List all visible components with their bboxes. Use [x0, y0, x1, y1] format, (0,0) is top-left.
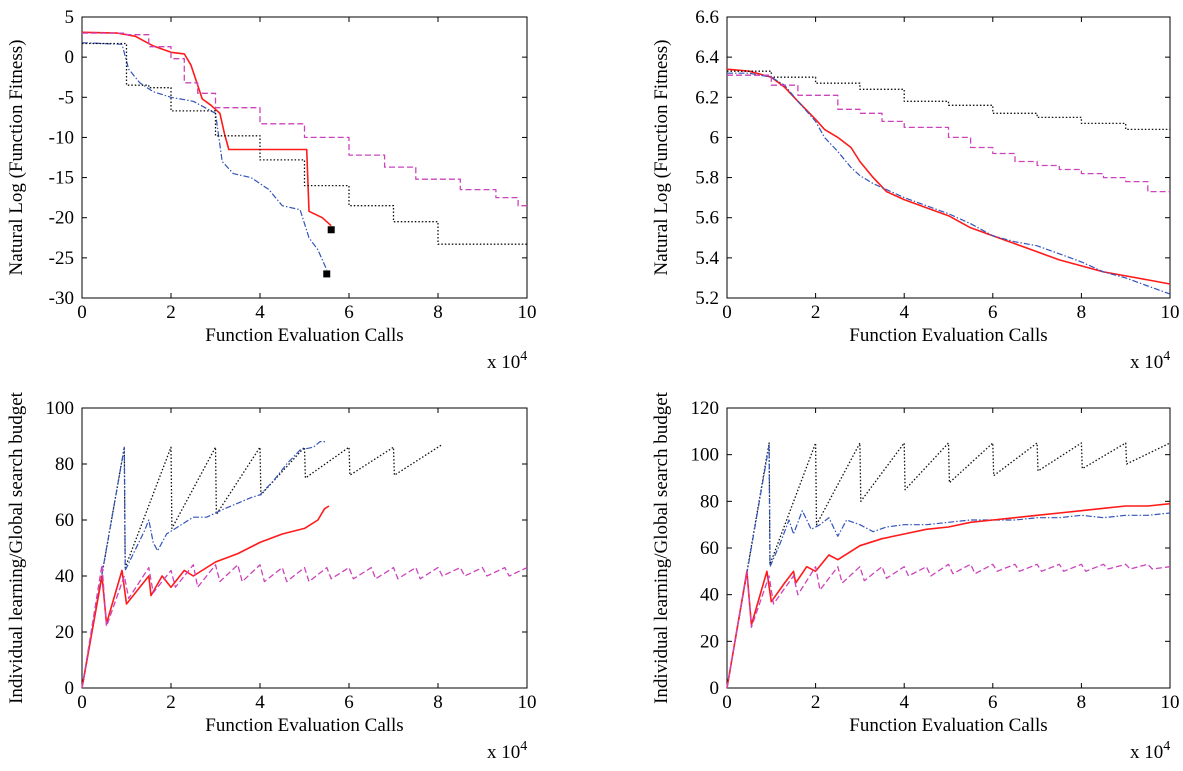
y-tick-label: 40	[700, 585, 719, 606]
x-axis-label: Function Evaluation Calls	[205, 325, 403, 346]
y-tick-label: 60	[700, 538, 719, 559]
x-multiplier-exponent: 4	[1163, 349, 1170, 364]
x-tick-label: 8	[1077, 302, 1087, 323]
x-tick-label: 2	[166, 302, 176, 323]
series-line-1	[81, 443, 443, 689]
x-tick-label: 6	[344, 692, 354, 713]
x-tick-label: 10	[1161, 692, 1180, 713]
x-tick-label: 8	[433, 302, 443, 323]
y-axis-label: Natural Log (Function Fitness)	[651, 40, 672, 276]
series-line-1	[726, 442, 1171, 689]
x-multiplier-base: x 10	[487, 352, 520, 373]
x-multiplier: x 104	[1130, 739, 1170, 763]
y-tick-label: 20	[55, 622, 74, 643]
plot-frame	[81, 16, 528, 299]
series-line-1	[81, 31, 332, 227]
chart-2: 0 2 4 6 8 10 5.2 5.4 5.6 5.8 6 6.2 6.4 6.6 Function Ev…	[651, 7, 1180, 373]
plot-frame	[726, 16, 1171, 299]
y-tick-label: 5.2	[695, 288, 719, 309]
y-tick-label: 40	[55, 566, 74, 587]
x-tick-label: 10	[518, 692, 537, 713]
series-line-4	[82, 32, 527, 207]
y-tick-label: 0	[65, 47, 75, 68]
y-axis-label: Individual learning/Global search budget	[651, 391, 672, 704]
y-tick-label: -15	[49, 168, 74, 189]
x-tick-label: 10	[1161, 302, 1180, 323]
x-tick-label: 2	[811, 692, 821, 713]
x-multiplier: x 104	[1130, 349, 1170, 373]
x-tick-label: 10	[518, 302, 537, 323]
series-line-4	[727, 74, 1170, 193]
series-line-4	[81, 564, 528, 689]
y-tick-label: 6.4	[695, 47, 719, 68]
series-line-3	[81, 505, 330, 689]
x-tick-label: 6	[988, 692, 998, 713]
series-line-2	[727, 72, 1171, 295]
chart-1: 0 2 4 6 8 10 -30 -25 -20 -15 -10 -5 0 5 Function Evalu…	[6, 7, 537, 373]
series-line-3	[727, 70, 1170, 131]
y-tick-label: 5	[65, 7, 75, 28]
y-tick-label: 5.4	[695, 248, 719, 269]
series-line-2	[81, 42, 328, 271]
x-tick-label: 4	[255, 302, 265, 323]
y-tick-label: 6	[710, 127, 720, 148]
x-tick-label: 0	[77, 692, 87, 713]
x-axis-label: Function Evaluation Calls	[205, 715, 403, 736]
y-tick-label: 120	[691, 398, 720, 419]
y-tick-label: 5.8	[695, 168, 719, 189]
y-tick-label: 80	[55, 454, 74, 475]
x-tick-label: 4	[255, 692, 265, 713]
x-multiplier-exponent: 4	[1163, 739, 1170, 754]
x-tick-label: 4	[899, 692, 909, 713]
x-axis-label: Function Evaluation Calls	[849, 325, 1047, 346]
y-axis-label: Individual learning/Global search budget	[6, 391, 27, 704]
series-line-2	[726, 444, 1171, 689]
y-tick-label: -10	[49, 127, 74, 148]
x-tick-label: 0	[77, 302, 87, 323]
y-tick-label: 6.2	[695, 87, 719, 108]
x-tick-label: 6	[344, 302, 354, 323]
x-tick-label: 2	[166, 692, 176, 713]
x-multiplier-exponent: 4	[520, 349, 527, 364]
x-axis-label: Function Evaluation Calls	[849, 715, 1047, 736]
x-multiplier: x 104	[487, 349, 527, 373]
plot-frame	[726, 407, 1171, 689]
x-multiplier: x 104	[487, 739, 527, 763]
y-axis-label: Natural Log (Function Fitness)	[6, 40, 27, 276]
y-tick-label: 0	[65, 678, 75, 699]
series-line-3	[82, 42, 527, 245]
x-tick-label: 2	[811, 302, 821, 323]
x-tick-label: 0	[722, 692, 732, 713]
x-multiplier-exponent: 4	[520, 739, 527, 754]
x-multiplier-base: x 10	[1130, 742, 1163, 763]
x-multiplier-base: x 10	[1130, 352, 1163, 373]
series-line-4	[726, 563, 1171, 689]
y-tick-label: -30	[49, 288, 74, 309]
y-tick-label: -5	[58, 87, 74, 108]
x-multiplier-base: x 10	[487, 742, 520, 763]
y-tick-label: 6.6	[695, 7, 719, 28]
plot-frame	[81, 407, 528, 689]
y-tick-label: 100	[46, 398, 75, 419]
y-tick-label: 80	[700, 491, 719, 512]
series-end-marker	[323, 270, 331, 278]
x-tick-label: 6	[988, 302, 998, 323]
y-tick-label: -20	[49, 208, 74, 229]
x-tick-label: 0	[722, 302, 732, 323]
series-end-marker	[327, 226, 335, 234]
x-tick-label: 8	[433, 692, 443, 713]
x-tick-label: 8	[1077, 692, 1087, 713]
y-tick-label: 5.6	[695, 208, 719, 229]
y-tick-label: 20	[700, 631, 719, 652]
y-tick-label: 0	[710, 678, 720, 699]
x-tick-label: 4	[899, 302, 909, 323]
series-line-3	[726, 502, 1171, 689]
y-tick-label: 60	[55, 510, 74, 531]
y-tick-label: -25	[49, 248, 74, 269]
series-line-2	[81, 441, 327, 689]
y-tick-label: 100	[691, 445, 720, 466]
